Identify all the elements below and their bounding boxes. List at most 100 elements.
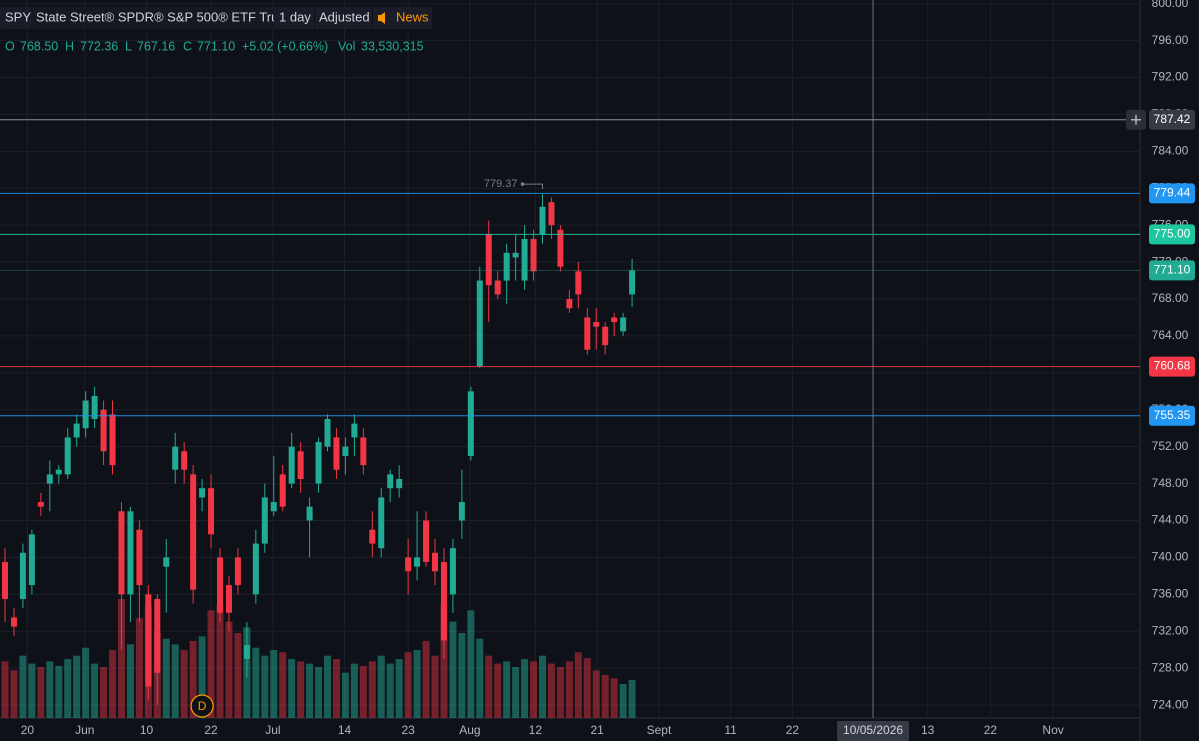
volume-bar bbox=[10, 670, 18, 718]
candle-body bbox=[225, 585, 232, 613]
news[interactable]: News bbox=[396, 9, 429, 24]
price-label-box bbox=[1149, 224, 1195, 245]
volume-bar bbox=[64, 659, 72, 718]
y-tick-label: 800.00 bbox=[1152, 0, 1189, 10]
header: SPY State Street® SPDR® S&P 500® ETF Tru… bbox=[0, 7, 432, 29]
volume-bar bbox=[512, 667, 520, 718]
news-icon bbox=[378, 12, 385, 24]
volume-bar bbox=[252, 647, 260, 718]
y-tick-label: 796.00 bbox=[1152, 33, 1189, 47]
adjustment[interactable]: Adjusted bbox=[319, 9, 370, 24]
candle-body bbox=[261, 497, 268, 544]
candle-body bbox=[539, 206, 546, 235]
volume-bar bbox=[538, 655, 546, 718]
candle-body bbox=[181, 451, 188, 470]
candle-body bbox=[405, 557, 412, 572]
y-tick-label: 732.00 bbox=[1152, 623, 1189, 637]
y-tick-label: 748.00 bbox=[1152, 476, 1189, 490]
volume-bar bbox=[297, 661, 305, 718]
y-tick-label: 744.00 bbox=[1152, 513, 1189, 527]
open: 768.50 bbox=[20, 39, 58, 53]
volume-bar bbox=[440, 604, 448, 718]
volume: 33,530,315 bbox=[361, 39, 424, 53]
candle-body bbox=[521, 239, 528, 281]
candle-body bbox=[199, 488, 206, 498]
candle-layer bbox=[2, 194, 636, 706]
candle-body bbox=[46, 474, 53, 484]
candle-body bbox=[163, 557, 170, 567]
candle-body bbox=[449, 548, 456, 595]
volume-bar bbox=[19, 655, 27, 718]
volume-bar bbox=[225, 621, 233, 718]
interval[interactable]: 1 day bbox=[279, 9, 311, 24]
candle-body bbox=[252, 543, 259, 595]
volume-bar bbox=[521, 659, 529, 718]
candle-body bbox=[378, 497, 385, 549]
x-tick-label: 11 bbox=[724, 723, 737, 737]
candle-body bbox=[100, 409, 107, 452]
news-box[interactable] bbox=[373, 7, 432, 29]
crosshair-plus bbox=[1131, 114, 1141, 125]
y-tick-label: 728.00 bbox=[1152, 660, 1189, 674]
volume-bar bbox=[556, 667, 564, 718]
candle-body bbox=[2, 562, 9, 599]
event-marker bbox=[190, 694, 214, 718]
crosshair-date: 10/05/2026 bbox=[843, 723, 903, 737]
candle-body bbox=[82, 400, 89, 429]
candle-body bbox=[566, 299, 573, 309]
x-tick-label: Sept bbox=[647, 723, 672, 737]
adjust-box[interactable] bbox=[315, 7, 372, 29]
crosshair-date-box bbox=[837, 721, 910, 741]
candle-body bbox=[494, 280, 501, 295]
price-label-box bbox=[1149, 405, 1195, 426]
price-label-box bbox=[1149, 183, 1195, 204]
candle-body bbox=[369, 529, 376, 544]
volume-bar bbox=[565, 661, 573, 718]
volume-bar bbox=[449, 621, 457, 718]
candle-body bbox=[315, 442, 322, 484]
candle-body bbox=[64, 437, 71, 475]
volume-bar bbox=[28, 663, 36, 718]
x-tick-label: 22 bbox=[786, 723, 800, 737]
candle-body bbox=[324, 418, 331, 447]
candle-body bbox=[548, 202, 555, 226]
instrument-name: State Street® SPDR® S&P 500® ETF Trust bbox=[36, 9, 289, 24]
volume-bar bbox=[422, 640, 430, 718]
volume-bar bbox=[55, 665, 63, 718]
high-label: H bbox=[65, 39, 74, 53]
volume-bar bbox=[315, 667, 323, 718]
y-tick-label: 764.00 bbox=[1152, 328, 1189, 342]
candle-body bbox=[440, 562, 447, 641]
y-tick-label: 792.00 bbox=[1152, 70, 1189, 84]
volume-bar bbox=[386, 663, 394, 718]
candle-body bbox=[145, 594, 152, 687]
candle-body bbox=[503, 252, 510, 281]
x-tick-label: 21 bbox=[590, 723, 604, 737]
low: 767.16 bbox=[137, 39, 175, 53]
volume-bar bbox=[610, 678, 618, 718]
volume-bar bbox=[628, 679, 636, 718]
volume-bar bbox=[458, 633, 466, 718]
price-label: 771.10 bbox=[1154, 263, 1191, 277]
candle-body bbox=[467, 391, 474, 456]
price-label-box bbox=[1149, 260, 1195, 281]
volume-bar bbox=[341, 672, 349, 718]
high: 772.36 bbox=[80, 39, 118, 53]
volume-bar bbox=[467, 610, 475, 718]
volume-bar bbox=[189, 640, 197, 718]
candle-body bbox=[55, 469, 62, 475]
interval-box[interactable] bbox=[274, 7, 314, 29]
candle-body bbox=[620, 317, 627, 332]
volume-bar bbox=[117, 599, 125, 718]
symbol[interactable]: SPY bbox=[5, 9, 31, 24]
candle-body bbox=[127, 511, 134, 595]
candle-body bbox=[109, 414, 116, 466]
symbol-box[interactable] bbox=[0, 7, 31, 29]
volume-bar bbox=[583, 657, 591, 718]
volume-bar bbox=[619, 684, 627, 718]
volume-bar bbox=[306, 663, 314, 718]
candle-body bbox=[485, 234, 492, 286]
candle-body bbox=[172, 446, 179, 470]
